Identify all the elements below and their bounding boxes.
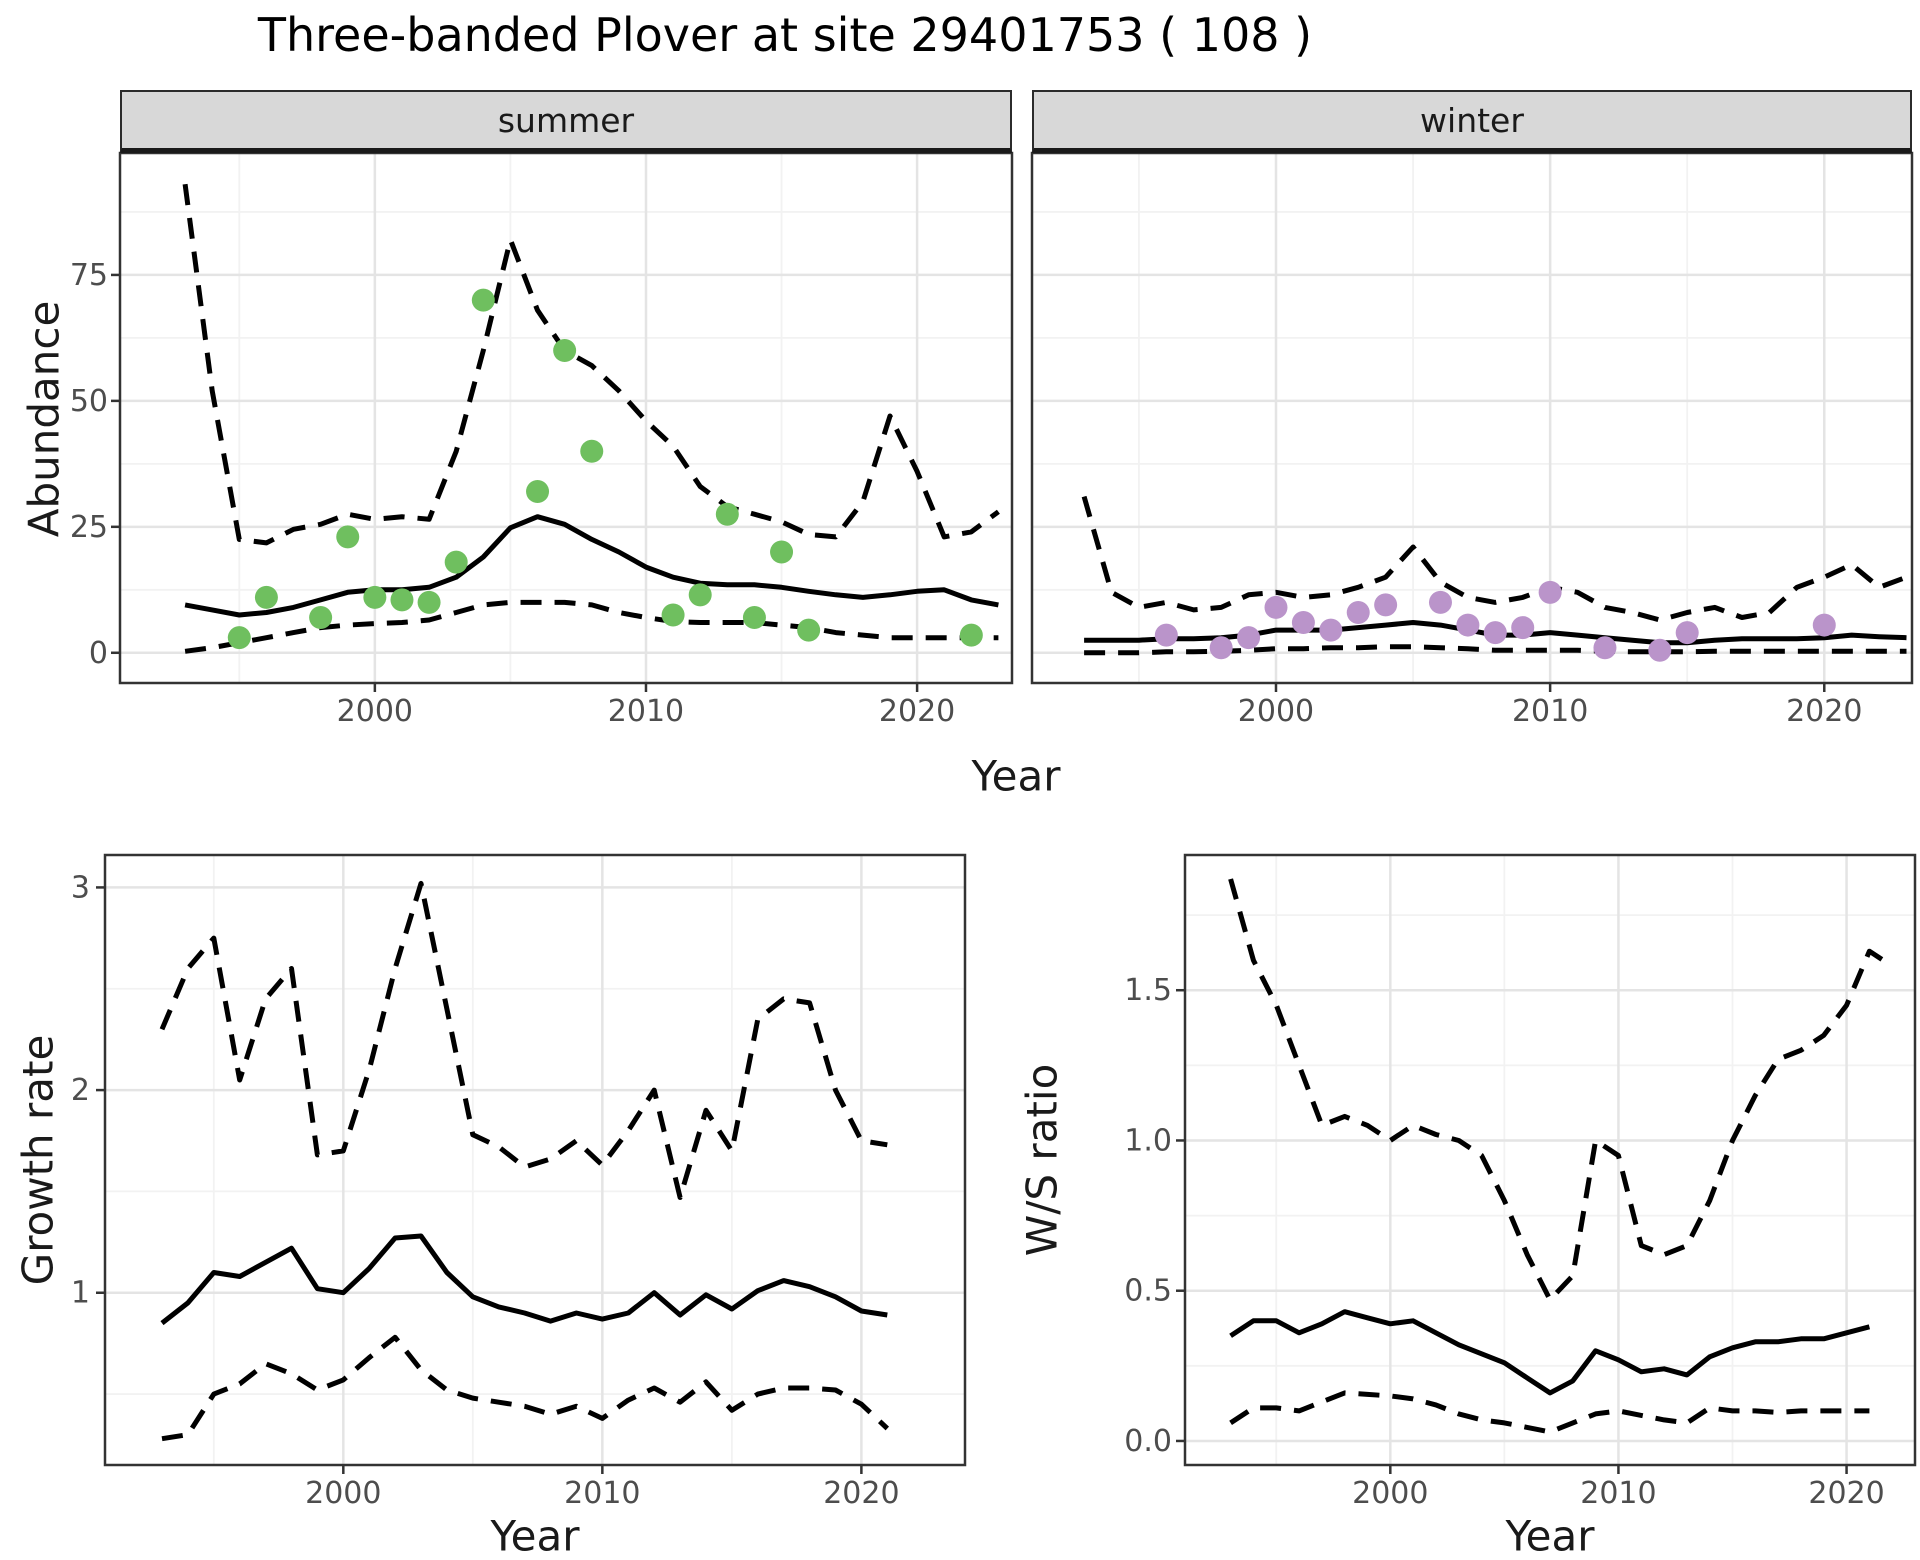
ws-y-tick-label: 0.0 [1124, 1424, 1172, 1459]
growth-x-tick-label: 2020 [823, 1476, 899, 1511]
abundance_summer-point [553, 338, 577, 362]
growth-x-tick-label: 2000 [305, 1476, 381, 1511]
abundance_summer-upper_95ci-line [182, 183, 1000, 546]
abundance_winter-point [1264, 595, 1288, 619]
abundance_winter-point [1483, 621, 1507, 645]
panel-abundance_summer: 2000 2010 2020 0 25 50 75 [70, 151, 1014, 729]
abundance_winter-upper_95ci-line [1081, 495, 1908, 623]
abundance_summer-point [336, 525, 360, 549]
abundance_summer-y-tick-label: 25 [70, 510, 108, 545]
abundance_summer-point [742, 606, 766, 630]
abundance_winter-point [1675, 621, 1699, 645]
abundance_summer-point [309, 606, 333, 630]
abundance_summer-point [580, 439, 604, 463]
abundance_summer-point [471, 288, 495, 312]
x-axis-title-year-ws: Year [1505, 1511, 1595, 1560]
growth-y-tick-label: 2 [71, 1073, 90, 1108]
abundance_summer-x-tick-label: 2020 [879, 694, 955, 729]
ws-lower_95ci-line [1229, 1390, 1870, 1435]
ws-x-tick-label: 2010 [1580, 1476, 1656, 1511]
abundance_winter-point [1593, 636, 1617, 660]
abundance_winter-point [1154, 623, 1178, 647]
abundance_summer-y-tick-label: 50 [70, 384, 108, 419]
abundance_winter-point [1456, 613, 1480, 637]
abundance_winter-point [1538, 580, 1562, 604]
y-axis-title-growth-rate: Growth rate [13, 1034, 63, 1286]
ws-x-tick-label: 2000 [1352, 1476, 1428, 1511]
abundance_winter-point [1346, 600, 1370, 624]
abundance_summer-point [363, 585, 387, 609]
panel-abundance_winter: 2000 2010 2020 [1030, 151, 1914, 729]
abundance_summer-point [444, 550, 468, 574]
abundance_summer-x-tick-label: 2000 [337, 694, 413, 729]
ws-mean-line [1229, 1309, 1871, 1396]
facet-strip-summer: summer [120, 90, 1012, 153]
abundance_summer-point [417, 590, 441, 614]
abundance_winter-point [1291, 611, 1315, 635]
abundance_summer-point [254, 585, 278, 609]
abundance_summer-point [661, 603, 685, 627]
abundance_summer-y-tick-label: 0 [89, 636, 108, 671]
ws-y-tick-label: 1.0 [1124, 1123, 1172, 1158]
growth-x-tick-label: 2010 [564, 1476, 640, 1511]
abundance_winter-point [1374, 593, 1398, 617]
ws-x-tick-label: 2020 [1808, 1476, 1884, 1511]
abundance_summer-point [390, 588, 414, 612]
abundance_winter-point [1209, 636, 1233, 660]
panel-growth: 2000 2010 2020 1 2 3 [71, 853, 967, 1511]
abundance_summer-mean-line [184, 514, 999, 618]
growth-y-tick-label: 1 [71, 1276, 90, 1311]
abundance_summer-point [959, 623, 983, 647]
abundance_summer-point [797, 618, 821, 642]
panel-ws: 2000 2010 2020 0.0 0.5 1.0 1.5 [1124, 853, 1917, 1511]
abundance_summer-point [770, 540, 794, 564]
abundance_summer-point [526, 480, 550, 504]
facet-strip-winter-label: winter [1420, 100, 1524, 140]
abundance_summer-point [715, 502, 739, 526]
abundance_winter-x-tick-label: 2000 [1238, 694, 1314, 729]
facet-strip-summer-label: summer [497, 100, 635, 140]
y-axis-title-abundance: Abundance [19, 300, 69, 538]
abundance_summer-point [227, 626, 251, 650]
plot-title: Three-banded Plover at site 29401753 ( 1… [257, 8, 1313, 62]
abundance_winter-point [1812, 613, 1836, 637]
ws-upper_95ci-line [1228, 878, 1885, 1303]
ws-y-tick-label: 1.5 [1124, 973, 1172, 1008]
abundance_winter-x-tick-label: 2020 [1786, 694, 1862, 729]
growth-y-tick-label: 3 [71, 870, 90, 905]
ws-y-tick-label: 0.5 [1124, 1274, 1172, 1309]
x-axis-title-year-top: Year [971, 751, 1061, 801]
abundance_summer-point [688, 583, 712, 607]
abundance_winter-point [1237, 626, 1261, 650]
abundance_winter-point [1319, 618, 1343, 642]
abundance_winter-point [1428, 590, 1452, 614]
abundance_winter-point [1648, 638, 1672, 662]
y-axis-title-ws-ratio: W/S ratio [1017, 1063, 1067, 1257]
growth-mean-line [160, 1233, 888, 1326]
facet-strip-winter: winter [1032, 90, 1912, 153]
growth-lower_95ci-line [161, 1334, 890, 1442]
abundance_winter-point [1511, 616, 1535, 640]
abundance_summer-x-tick-label: 2010 [608, 694, 684, 729]
abundance_summer-y-tick-label: 75 [70, 258, 108, 293]
abundance_winter-x-tick-label: 2010 [1512, 694, 1588, 729]
x-axis-title-year-growth: Year [490, 1511, 580, 1560]
